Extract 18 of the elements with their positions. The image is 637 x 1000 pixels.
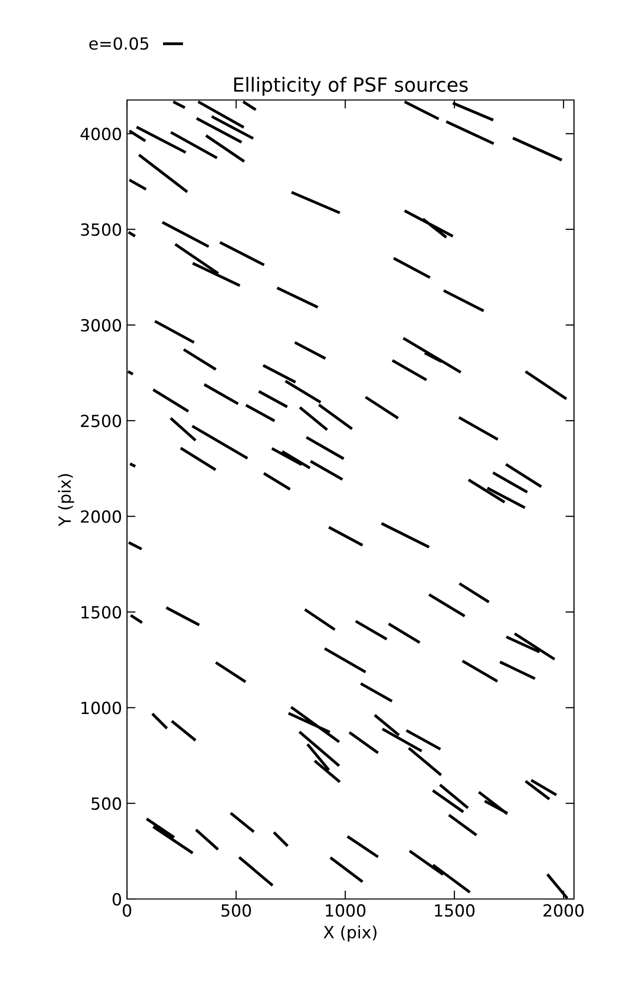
x-tick-label: 500 <box>222 904 251 917</box>
y-tick-label: 2500 <box>80 414 122 428</box>
x-axis-title: X (pix) <box>324 926 376 942</box>
y-tick-label: 3500 <box>80 223 122 236</box>
y-tick-label: 3000 <box>80 318 122 332</box>
x-tick-label: 1500 <box>435 904 474 917</box>
x-tick-label: 2000 <box>544 904 584 917</box>
y-tick-label: 500 <box>92 797 122 810</box>
y-tick-label: 1000 <box>82 702 122 714</box>
y-tick-label: 0 <box>112 892 122 906</box>
chart-title: Ellipticity of PSF sources <box>234 76 468 96</box>
y-tick-label: 4000 <box>80 128 122 140</box>
legend-label: e=0.05 <box>89 37 148 50</box>
y-tick-label: 1500 <box>82 606 122 619</box>
x-tick-label: 1000 <box>326 904 366 917</box>
y-axis-title: Y (pix) <box>58 474 74 526</box>
y-tick-label: 2000 <box>80 510 122 523</box>
x-tick-label: 0 <box>122 904 132 917</box>
